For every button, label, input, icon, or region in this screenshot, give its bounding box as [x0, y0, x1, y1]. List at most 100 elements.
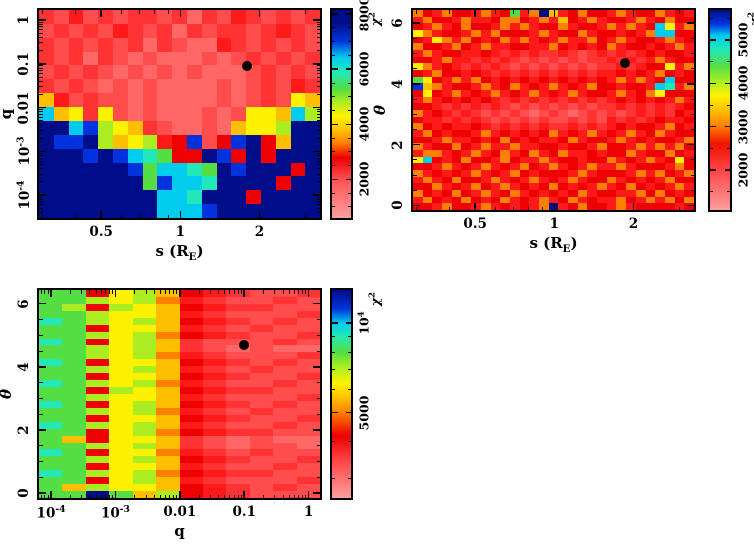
heatmap-cell [626, 190, 636, 198]
axis-tick [348, 351, 351, 353]
heatmap-cell [626, 156, 636, 164]
heatmap-row [39, 338, 320, 346]
heatmap-cell [246, 10, 261, 25]
heatmap-cell [432, 90, 443, 98]
heatmap-cell [442, 136, 452, 144]
heatmap-cell [509, 163, 520, 171]
heatmap-cell [587, 90, 598, 98]
heatmap-cell [451, 10, 462, 18]
axis-tick [39, 124, 43, 126]
heatmap-cell [597, 143, 607, 151]
axis-tick [348, 478, 351, 480]
axis-tick [39, 461, 43, 463]
heatmap-cell [480, 116, 491, 124]
heatmap-cell [577, 156, 588, 164]
heatmap-cell [587, 183, 598, 191]
axis-tick [288, 494, 290, 498]
heatmap-cell [461, 116, 472, 124]
axis-tick [679, 206, 681, 210]
heatmap-cell [548, 16, 559, 24]
heatmap-cell [664, 163, 675, 171]
axis-tick [316, 350, 320, 352]
heatmap-cell [480, 30, 491, 38]
heatmap-cell [558, 143, 568, 151]
heatmap-cell [422, 156, 433, 164]
heatmap-cell [85, 484, 110, 492]
axis-tick [145, 494, 147, 498]
x-tick-label: 2 [254, 224, 265, 240]
axis-tick [449, 10, 451, 14]
axis-tick [690, 98, 694, 100]
heatmap-cell [83, 65, 99, 80]
heatmap-cell [275, 176, 291, 191]
heatmap-cell [112, 37, 128, 53]
heatmap-cell [519, 10, 530, 18]
heatmap-cell [626, 30, 636, 38]
heatmap-cell [538, 83, 549, 91]
heatmap-cell [635, 136, 646, 144]
heatmap-cell [577, 70, 588, 78]
heatmap-cell [296, 421, 320, 430]
heatmap-cell [538, 183, 549, 191]
heatmap-cell [68, 204, 84, 218]
label-script: 2 [367, 291, 378, 298]
heatmap-cell [674, 123, 685, 131]
axis-tick [413, 52, 417, 54]
heatmap-cell [422, 110, 433, 118]
heatmap-cell [577, 116, 588, 124]
heatmap-cell [606, 110, 617, 118]
heatmap-cell [509, 170, 520, 178]
heatmap-cell [53, 65, 69, 80]
heatmap-cell [442, 16, 452, 24]
heatmap-cell [127, 51, 143, 66]
heatmap-cell [451, 136, 462, 144]
heatmap-cell [260, 10, 276, 25]
axis-tick [345, 68, 351, 70]
heatmap-cell [577, 176, 588, 184]
heatmap-cell [62, 296, 86, 305]
heatmap-cell [664, 110, 675, 118]
heatmap-cell [577, 123, 588, 131]
heatmap-cell [142, 120, 158, 136]
heatmap-cell [684, 70, 694, 78]
heatmap-cell [529, 163, 539, 171]
heatmap-cell [655, 196, 665, 204]
heatmap-grid [413, 10, 694, 210]
axis-tick [179, 211, 182, 218]
heatmap-cell [127, 107, 143, 122]
heatmap-cell [471, 43, 481, 51]
heatmap-cell [231, 23, 247, 39]
heatmap-cell [645, 196, 656, 204]
heatmap-cell [664, 36, 675, 44]
heatmap-cell [275, 190, 291, 205]
heatmap-row [39, 435, 320, 444]
heatmap-cell [273, 366, 297, 374]
heatmap-cell [461, 63, 472, 71]
heatmap-cell [422, 76, 433, 84]
heatmap-cell [156, 484, 180, 492]
axis-tick [39, 155, 43, 157]
heatmap-cell [85, 491, 110, 498]
heatmap-cell [273, 394, 297, 402]
heatmap-cell [500, 70, 510, 78]
heatmap-cell [490, 43, 501, 51]
heatmap-cell [202, 324, 227, 333]
heatmap-cell [112, 23, 128, 39]
heatmap-row [39, 23, 320, 39]
heatmap-cell [296, 407, 320, 416]
heatmap-cell [109, 345, 133, 353]
heatmap-cell [606, 76, 617, 84]
axis-tick [95, 290, 97, 294]
heatmap-cell [626, 56, 636, 64]
heatmap-cell [451, 36, 462, 44]
heatmap-cell [442, 103, 452, 111]
heatmap-cell [616, 83, 627, 91]
heatmap-cell [98, 93, 113, 108]
heatmap-cell [451, 70, 462, 78]
heatmap-cell [635, 90, 646, 98]
heatmap-cell [226, 442, 250, 450]
axis-tick [39, 50, 43, 52]
heatmap-cell [422, 90, 433, 98]
heatmap-cell [471, 63, 481, 71]
heatmap-cell [577, 170, 588, 178]
